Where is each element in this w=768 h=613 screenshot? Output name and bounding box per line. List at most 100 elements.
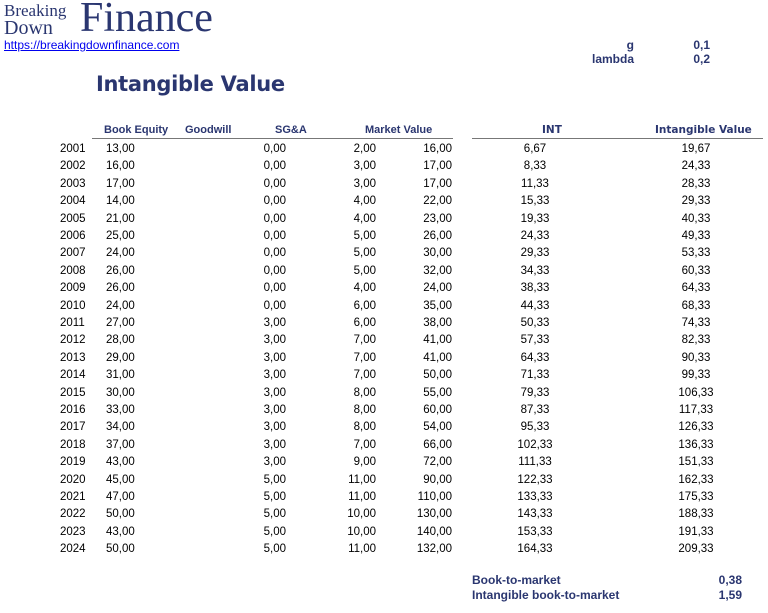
cell-year: 2024	[60, 543, 86, 556]
cell-sga: 10,00	[347, 508, 376, 521]
cell-market-value: 130,00	[416, 508, 452, 521]
cell-market-value: 72,00	[423, 456, 452, 469]
cell-year: 2014	[60, 369, 86, 382]
cell-intangible-value: 191,33	[678, 525, 714, 538]
cell-sga: 5,00	[353, 264, 376, 277]
cell-market-value: 55,00	[423, 386, 452, 399]
cell-year: 2021	[60, 491, 86, 503]
summary-label: Book-to-market	[472, 573, 561, 587]
cell-year: 2011	[60, 317, 85, 329]
cell-book-equity: 21,00	[106, 212, 135, 225]
cell-int: 111,33	[518, 456, 552, 469]
table-row: 2010 24,00 0,00 6,00 35,00 44,33 68,33	[0, 298, 768, 315]
table-row: 2012 28,00 3,00 7,00 41,00 57,33 82,33	[0, 332, 768, 349]
cell-int: 143,33	[517, 508, 553, 521]
table-row: 2013 29,00 3,00 7,00 41,00 64,33 90,33	[0, 350, 768, 367]
cell-year: 2006	[60, 230, 86, 242]
table-row: 2021 47,00 5,00 11,00 110,00 133,33 175,33	[0, 489, 768, 506]
table-row: 2018 37,00 3,00 7,00 66,00 102,33 136,33	[0, 437, 768, 454]
cell-goodwill: 0,00	[263, 282, 286, 295]
summary-value: 1,59	[718, 588, 742, 602]
cell-int: 95,33	[520, 421, 550, 434]
cell-goodwill: 3,00	[263, 404, 286, 416]
cell-int: 64,33	[520, 351, 550, 364]
cell-intangible-value: 99,33	[681, 369, 711, 382]
cell-intangible-value: 90,33	[681, 351, 711, 364]
table-row: 2023 43,00 5,00 10,00 140,00 153,33 191,33	[0, 524, 768, 541]
table-row: 2007 24,00 0,00 5,00 30,00 29,33 53,33	[0, 245, 768, 262]
cell-goodwill: 0,00	[263, 143, 286, 155]
cell-book-equity: 30,00	[106, 386, 135, 399]
cell-book-equity: 37,00	[106, 438, 135, 451]
cell-int: 102,33	[517, 438, 553, 451]
cell-book-equity: 28,00	[106, 334, 135, 347]
cell-market-value: 60,00	[423, 404, 452, 416]
cell-int: 71,33	[520, 369, 550, 382]
param-label: lambda	[591, 52, 634, 66]
website-link[interactable]: https://breakingdownfinance.com	[4, 38, 180, 52]
cell-int: 57,33	[520, 334, 550, 347]
cell-goodwill: 0,00	[263, 177, 286, 190]
cell-sga: 4,00	[353, 212, 376, 225]
cell-int: 38,33	[520, 282, 550, 295]
cell-sga: 11,00	[348, 473, 376, 486]
summary-block: Book-to-market 0,38 Intangible book-to-m…	[472, 573, 742, 603]
cell-intangible-value: 82,33	[681, 334, 711, 347]
cell-book-equity: 43,00	[106, 525, 135, 538]
cell-market-value: 140,00	[416, 525, 452, 538]
cell-goodwill: 0,00	[263, 299, 286, 312]
cell-year: 2005	[60, 212, 86, 225]
header-goodwill: Goodwill	[185, 124, 232, 136]
cell-intangible-value: 60,33	[681, 264, 711, 277]
cell-goodwill: 0,00	[263, 195, 286, 208]
cell-year: 2001	[60, 143, 86, 155]
cell-int: 29,33	[520, 247, 550, 260]
table-row: 2016 33,00 3,00 8,00 60,00 87,33 117,33	[0, 402, 768, 419]
cell-int: 34,33	[520, 264, 550, 277]
cell-sga: 7,00	[353, 369, 376, 382]
cell-intangible-value: 106,33	[678, 386, 714, 399]
cell-int: 24,33	[520, 230, 550, 242]
cell-goodwill: 3,00	[263, 351, 286, 364]
cell-year: 2003	[60, 177, 86, 190]
cell-int: 50,33	[520, 317, 550, 329]
cell-market-value: 41,00	[423, 334, 452, 347]
table-row: 2019 43,00 3,00 9,00 72,00 111,33 151,33	[0, 454, 768, 471]
cell-book-equity: 47,00	[106, 491, 135, 503]
cell-year: 2022	[60, 508, 86, 521]
cell-book-equity: 50,00	[106, 508, 135, 521]
cell-year: 2017	[60, 421, 86, 434]
cell-int: 11,33	[521, 177, 549, 190]
cell-goodwill: 3,00	[263, 369, 286, 382]
header-divider-right	[472, 138, 763, 139]
cell-book-equity: 16,00	[106, 160, 135, 173]
cell-sga: 2,00	[353, 143, 376, 155]
cell-year: 2008	[60, 264, 86, 277]
cell-intangible-value: 29,33	[681, 195, 711, 208]
page-title: Intangible Value	[96, 72, 285, 96]
cell-intangible-value: 136,33	[678, 438, 714, 451]
cell-intangible-value: 68,33	[681, 299, 711, 312]
cell-book-equity: 29,00	[106, 351, 135, 364]
cell-sga: 10,00	[347, 525, 376, 538]
cell-book-equity: 33,00	[106, 404, 135, 416]
cell-market-value: 32,00	[423, 264, 452, 277]
cell-sga: 8,00	[353, 386, 376, 399]
cell-int: 19,33	[520, 212, 550, 225]
cell-intangible-value: 151,33	[678, 456, 714, 469]
cell-sga: 3,00	[353, 160, 376, 173]
cell-goodwill: 5,00	[263, 473, 286, 486]
cell-goodwill: 5,00	[263, 543, 286, 556]
cell-year: 2013	[60, 351, 86, 364]
cell-sga: 8,00	[353, 421, 376, 434]
cell-market-value: 35,00	[423, 299, 452, 312]
cell-sga: 5,00	[353, 247, 376, 260]
header-sga: SG&A	[275, 124, 307, 136]
cell-int: 133,33	[517, 491, 553, 503]
cell-book-equity: 24,00	[106, 247, 135, 260]
cell-goodwill: 0,00	[263, 160, 286, 173]
cell-intangible-value: 209,33	[678, 543, 714, 556]
cell-year: 2019	[60, 456, 86, 469]
summary-row-book-to-market: Book-to-market 0,38	[472, 573, 742, 588]
table-row: 2011 27,00 3,00 6,00 38,00 50,33 74,33	[0, 315, 768, 332]
